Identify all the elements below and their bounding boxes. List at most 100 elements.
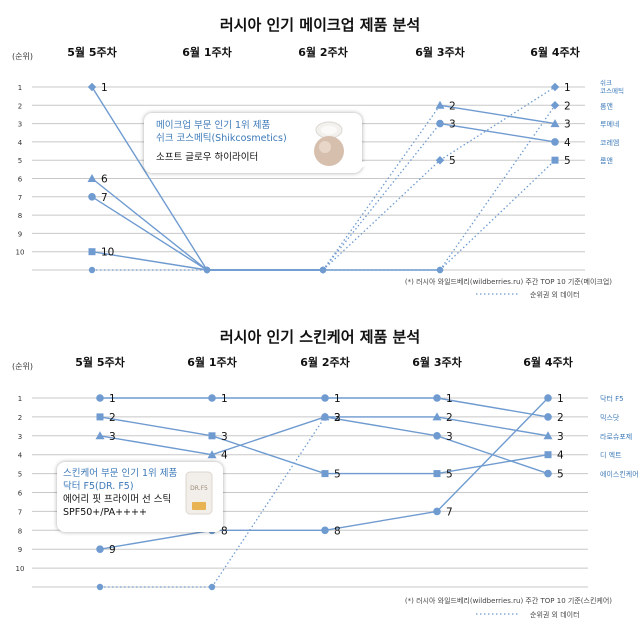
point-label: 4 bbox=[221, 450, 228, 462]
y-tick-label: 10 bbox=[16, 565, 25, 573]
series-name-label-4: 코레엠 bbox=[600, 138, 619, 147]
series-line-1 bbox=[91, 86, 208, 271]
point-label: 2 bbox=[557, 412, 564, 424]
y-tick-label: 5 bbox=[18, 157, 22, 165]
point-label: 7 bbox=[446, 506, 453, 518]
y-tick-label: 9 bbox=[18, 546, 22, 554]
data-point-4-1 bbox=[88, 193, 96, 201]
series-line-1 bbox=[322, 159, 441, 271]
point-label: 3 bbox=[557, 431, 564, 443]
data-point-4-4 bbox=[433, 470, 441, 478]
series-line-5 bbox=[439, 159, 556, 271]
data-point-1-1 bbox=[87, 82, 97, 92]
series-line-4 bbox=[439, 122, 556, 143]
series-line-5 bbox=[211, 416, 326, 588]
series-name-label-2: 롬앤 bbox=[600, 101, 613, 110]
data-point-4-4 bbox=[436, 119, 444, 128]
series-line-5 bbox=[324, 416, 438, 437]
y-tick-label: 3 bbox=[18, 433, 22, 441]
data-point-5-1 bbox=[88, 248, 96, 256]
data-point-4-2 bbox=[208, 432, 216, 440]
source-note: (*) 러시아 와일드베리(wildberries.ru) 주간 TOP 10 … bbox=[405, 277, 612, 286]
point-label: 1 bbox=[564, 82, 571, 94]
point-label: 3 bbox=[446, 431, 453, 443]
point-label: 5 bbox=[449, 155, 456, 167]
period-header-1: 5월 5주차 bbox=[67, 45, 117, 59]
y-tick-label: 4 bbox=[18, 452, 23, 460]
y-tick-label: 9 bbox=[18, 230, 22, 238]
point-label: 1 bbox=[221, 393, 228, 405]
point-label: 3 bbox=[564, 119, 571, 131]
data-point-5-5 bbox=[544, 469, 552, 478]
sun-stick-brand-text: DR.F5 bbox=[190, 485, 208, 492]
makeup-chart-title: 러시아 인기 메이크업 제품 분석 bbox=[219, 16, 421, 34]
legend-label: 순위권 외 데이터 bbox=[530, 290, 580, 299]
data-point-3-4 bbox=[435, 100, 445, 109]
data-point-5-4 bbox=[433, 432, 441, 440]
data-point-2-5 bbox=[544, 413, 552, 421]
series-line-4 bbox=[91, 196, 208, 271]
series-line-3 bbox=[322, 104, 441, 271]
skincare-callout-headline: 스킨케어 부문 인기 1위 제품 bbox=[63, 468, 178, 479]
data-point-5-3 bbox=[319, 266, 327, 274]
point-label: 4 bbox=[564, 137, 571, 149]
data-point-1-5 bbox=[544, 394, 552, 402]
data-point-2-1 bbox=[96, 394, 104, 402]
series-name-label-3: 라로슈포제 bbox=[600, 432, 632, 441]
point-label: 3 bbox=[221, 431, 228, 443]
point-label: 2 bbox=[334, 412, 341, 424]
y-tick-label: 6 bbox=[18, 490, 23, 498]
data-point-2-3 bbox=[321, 394, 329, 402]
y-tick-label: 8 bbox=[18, 212, 22, 220]
data-point-1-4 bbox=[433, 507, 441, 516]
y-tick-label: 5 bbox=[18, 471, 22, 479]
series-line-1 bbox=[324, 510, 438, 531]
point-label: 2 bbox=[564, 100, 571, 112]
point-label: 2 bbox=[446, 412, 453, 424]
y-tick-label: 7 bbox=[18, 194, 22, 202]
point-label: 1 bbox=[101, 82, 108, 94]
series-line-3 bbox=[211, 416, 326, 456]
period-header-1: 5월 5주차 bbox=[75, 355, 125, 369]
point-label: 6 bbox=[101, 174, 108, 186]
data-point-3-2 bbox=[207, 450, 217, 459]
point-label: 1 bbox=[446, 393, 453, 405]
series-line-3 bbox=[91, 177, 208, 271]
data-point-1-3 bbox=[321, 526, 329, 535]
y-tick-label: 4 bbox=[18, 139, 23, 147]
y-tick-label: 6 bbox=[18, 176, 23, 184]
point-label: 7 bbox=[101, 192, 108, 204]
series-line-1 bbox=[439, 86, 556, 161]
data-point-5-5 bbox=[551, 156, 559, 164]
data-point-5-3 bbox=[321, 413, 329, 421]
series-line-4 bbox=[211, 435, 326, 475]
period-header-4: 6월 3주차 bbox=[412, 355, 462, 369]
series-line-4 bbox=[99, 416, 213, 437]
point-label: 5 bbox=[446, 469, 453, 481]
period-header-3: 6월 2주차 bbox=[298, 45, 348, 59]
series-name-label-4: 디 엑트 bbox=[600, 451, 622, 460]
point-label: 1 bbox=[557, 393, 564, 405]
y-tick-label: 2 bbox=[18, 102, 22, 110]
point-label: 9 bbox=[109, 544, 116, 556]
y-tick-label: 8 bbox=[18, 527, 22, 535]
series-line-2 bbox=[436, 397, 549, 418]
point-label: 1 bbox=[109, 393, 116, 405]
source-note: (*) 러시아 와일드베리(wildberries.ru) 주간 TOP 10 … bbox=[405, 596, 612, 605]
makeup-callout-product: 소프트 글로우 하이라이터 bbox=[156, 152, 259, 163]
period-header-5: 6월 4주차 bbox=[530, 45, 580, 59]
series-line-3 bbox=[436, 416, 549, 437]
data-point-2-4 bbox=[433, 394, 441, 402]
data-point-5-2 bbox=[203, 266, 211, 274]
y-tick-label: 2 bbox=[18, 414, 22, 422]
data-point-5-1 bbox=[96, 583, 104, 591]
series-name-label-5: 에이스킨케어 bbox=[600, 470, 639, 479]
data-point-3-1 bbox=[95, 431, 105, 440]
period-header-3: 6월 2주차 bbox=[300, 355, 350, 369]
point-label: 5 bbox=[557, 469, 564, 481]
point-label: 2 bbox=[109, 412, 116, 424]
point-label: 5 bbox=[334, 469, 341, 481]
data-point-4-5 bbox=[551, 138, 559, 146]
